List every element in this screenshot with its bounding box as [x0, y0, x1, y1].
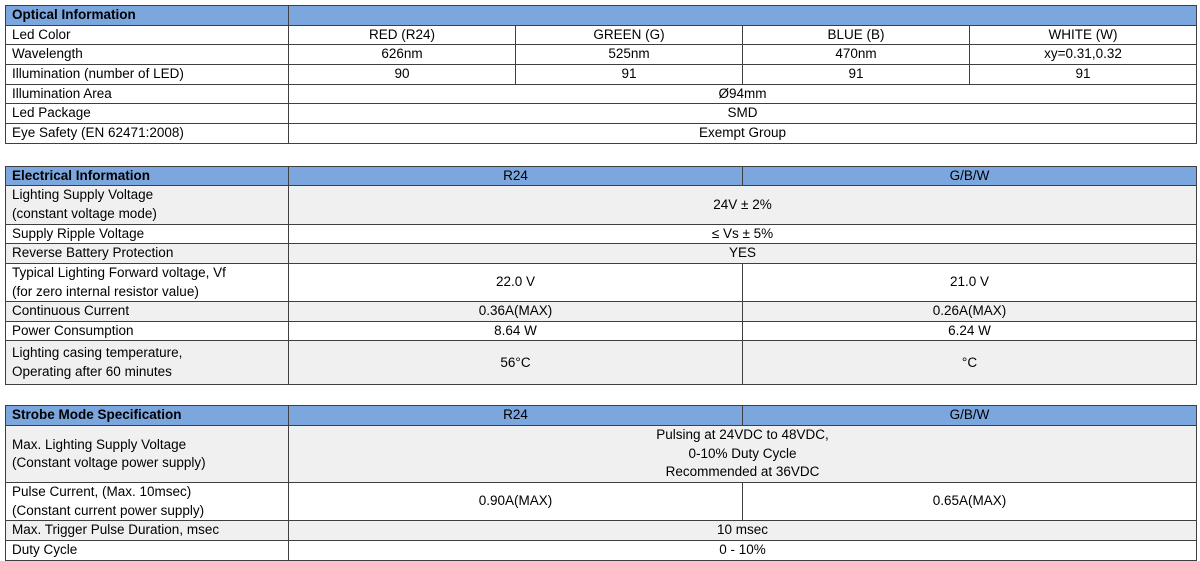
- table-row: Illumination (number of LED) 90 91 91 91: [5, 63, 1197, 85]
- table-row: Max. Lighting Supply Voltage (Constant v…: [5, 425, 1197, 483]
- cell-value: 470nm: [742, 44, 970, 65]
- cell-value: 91: [515, 63, 743, 85]
- row-label: Max. Trigger Pulse Duration, msec: [5, 520, 289, 541]
- row-label: Duty Cycle: [5, 539, 289, 561]
- table-row: Duty Cycle 0 - 10%: [5, 539, 1197, 561]
- row-label: Pulse Current, (Max. 10msec) (Constant c…: [5, 481, 289, 522]
- row-label: Eye Safety (EN 62471:2008): [5, 122, 289, 144]
- table-row: Power Consumption 8.64 W 6.24 W: [5, 320, 1197, 342]
- cell-value: 0.26A(MAX): [742, 301, 1197, 322]
- table-row: Lighting Supply Voltage (constant voltag…: [5, 185, 1197, 225]
- table-header-row: Strobe Mode Specification R24 G/B/W: [5, 405, 1197, 426]
- electrical-information-table: Electrical Information R24 G/B/W Lightin…: [5, 165, 1197, 386]
- cell-value: 0.90A(MAX): [288, 481, 743, 522]
- cell-value: WHITE (W): [969, 24, 1197, 46]
- cell-value-span: Exempt Group: [288, 122, 1197, 144]
- cell-value: 22.0 V: [288, 262, 743, 303]
- cell-value-span: ≤ Vs ± 5%: [288, 223, 1197, 245]
- cell-value: 8.64 W: [288, 320, 743, 342]
- table-title: Optical Information: [5, 5, 289, 26]
- table-header-row: Optical Information: [5, 5, 1197, 26]
- table-row: Lighting casing temperature, Operating a…: [5, 340, 1197, 386]
- cell-value: 56°C: [288, 340, 743, 386]
- row-label: Continuous Current: [5, 301, 289, 322]
- row-label: Power Consumption: [5, 320, 289, 342]
- row-label: Wavelength: [5, 44, 289, 65]
- table-row: Wavelength 626nm 525nm 470nm xy=0.31,0.3…: [5, 44, 1197, 65]
- cell-value-span: YES: [288, 243, 1197, 264]
- row-label: Lighting Supply Voltage (constant voltag…: [5, 185, 289, 225]
- table-row: Pulse Current, (Max. 10msec) (Constant c…: [5, 481, 1197, 522]
- table-row: Max. Trigger Pulse Duration, msec 10 mse…: [5, 520, 1197, 541]
- table-row: Eye Safety (EN 62471:2008) Exempt Group: [5, 122, 1197, 144]
- cell-value: 21.0 V: [742, 262, 1197, 303]
- cell-value: °C: [742, 340, 1197, 386]
- header-spacer-cell: [288, 5, 1197, 26]
- cell-value: 0.65A(MAX): [742, 481, 1197, 522]
- table-header-row: Electrical Information R24 G/B/W: [5, 165, 1197, 187]
- table-row: Led Package SMD: [5, 103, 1197, 124]
- row-label: Led Color: [5, 24, 289, 46]
- column-header: G/B/W: [742, 405, 1197, 426]
- cell-value-span: 10 msec: [288, 520, 1197, 541]
- cell-value: 525nm: [515, 44, 743, 65]
- table-row: Reverse Battery Protection YES: [5, 243, 1197, 264]
- table-row: Continuous Current 0.36A(MAX) 0.26A(MAX): [5, 301, 1197, 322]
- table-row: Led Color RED (R24) GREEN (G) BLUE (B) W…: [5, 24, 1197, 46]
- cell-value-span: Ø94mm: [288, 83, 1197, 105]
- cell-value: 90: [288, 63, 516, 85]
- table-row: Illumination Area Ø94mm: [5, 83, 1197, 105]
- cell-value: RED (R24): [288, 24, 516, 46]
- column-header: R24: [288, 405, 743, 426]
- row-label: Led Package: [5, 103, 289, 124]
- table-row: Typical Lighting Forward voltage, Vf (fo…: [5, 262, 1197, 303]
- cell-value: xy=0.31,0.32: [969, 44, 1197, 65]
- row-label: Lighting casing temperature, Operating a…: [5, 340, 289, 386]
- cell-value: BLUE (B): [742, 24, 970, 46]
- optical-information-table: Optical Information Led Color RED (R24) …: [5, 5, 1197, 144]
- cell-value-span: SMD: [288, 103, 1197, 124]
- cell-value: 91: [742, 63, 970, 85]
- table-title: Strobe Mode Specification: [5, 405, 289, 426]
- table-title: Electrical Information: [5, 165, 289, 187]
- row-label: Reverse Battery Protection: [5, 243, 289, 264]
- cell-value: 91: [969, 63, 1197, 85]
- cell-value: 626nm: [288, 44, 516, 65]
- column-header: G/B/W: [742, 165, 1197, 187]
- cell-value: 0.36A(MAX): [288, 301, 743, 322]
- cell-value: GREEN (G): [515, 24, 743, 46]
- cell-value-span: 24V ± 2%: [288, 185, 1197, 225]
- cell-value-span: 0 - 10%: [288, 539, 1197, 561]
- row-label: Max. Lighting Supply Voltage (Constant v…: [5, 425, 289, 483]
- cell-value-span: Pulsing at 24VDC to 48VDC, 0-10% Duty Cy…: [288, 425, 1197, 483]
- row-label: Typical Lighting Forward voltage, Vf (fo…: [5, 262, 289, 303]
- row-label: Illumination (number of LED): [5, 63, 289, 85]
- strobe-mode-table: Strobe Mode Specification R24 G/B/W Max.…: [5, 405, 1197, 561]
- cell-value: 6.24 W: [742, 320, 1197, 342]
- table-row: Supply Ripple Voltage ≤ Vs ± 5%: [5, 223, 1197, 245]
- row-label: Supply Ripple Voltage: [5, 223, 289, 245]
- column-header: R24: [288, 165, 743, 187]
- row-label: Illumination Area: [5, 83, 289, 105]
